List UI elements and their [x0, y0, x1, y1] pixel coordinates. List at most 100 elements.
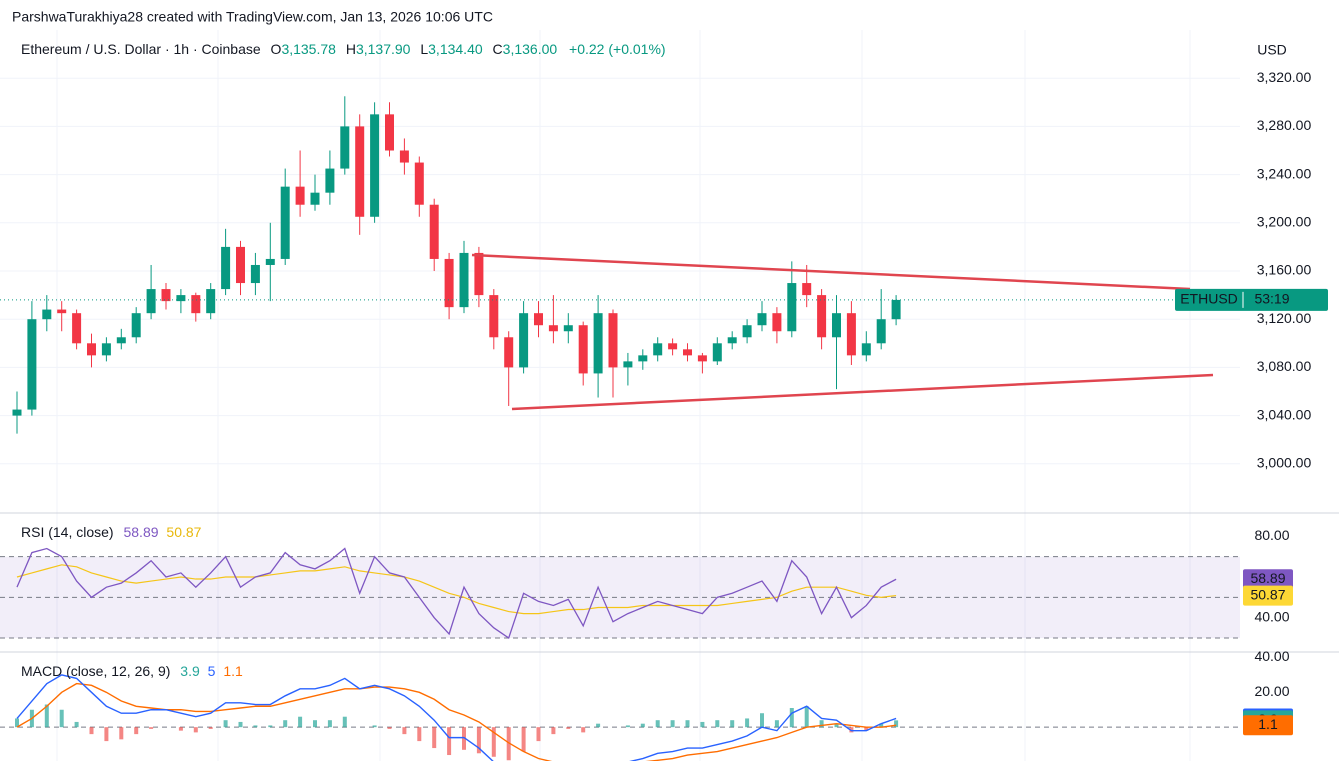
candle-body	[12, 409, 22, 416]
macd-label: MACD (close, 12, 26, 9)	[21, 663, 170, 679]
candle-body	[846, 313, 856, 356]
candle-body	[817, 295, 827, 338]
candle-body	[206, 289, 216, 314]
l-value: 3,134.40	[428, 41, 483, 57]
candle-body	[742, 325, 752, 338]
candle-body	[876, 319, 886, 344]
candle-body	[772, 313, 782, 332]
candle-body	[832, 313, 841, 338]
histogram-bar	[521, 727, 526, 752]
histogram-bar	[685, 720, 690, 728]
rsi-tick-label: 80.00	[1254, 527, 1289, 543]
histogram-bar	[298, 716, 303, 728]
candle-body	[280, 186, 290, 259]
l-key: L	[420, 41, 428, 57]
histogram-bar	[253, 725, 258, 728]
candle-body	[578, 325, 588, 374]
histogram-bar	[119, 727, 124, 740]
watermark: ParshwaTurakhiya28 created with TradingV…	[12, 9, 493, 25]
histogram-bar	[536, 727, 541, 742]
histogram-bar	[640, 723, 645, 728]
countdown: 53:19	[1254, 291, 1289, 307]
signal-value: 1.1	[223, 663, 243, 679]
y-tick-label: 3,160.00	[1257, 262, 1312, 278]
histogram-bar	[655, 720, 660, 728]
histogram-bar	[44, 704, 49, 728]
histogram-bar	[59, 709, 64, 728]
histogram-bar	[268, 725, 273, 728]
candle-body	[399, 150, 409, 163]
y-tick-label: 3,280.00	[1257, 117, 1312, 133]
candle-body	[653, 343, 663, 356]
histogram-bar	[447, 727, 452, 756]
histogram-bar	[313, 720, 317, 728]
candle-body	[176, 295, 186, 302]
symbol-badge: ETHUSD	[1180, 291, 1238, 307]
candle-body	[101, 343, 111, 356]
histogram-bar	[74, 721, 79, 728]
macd-value: 5	[208, 663, 216, 679]
histogram-bar	[879, 723, 884, 728]
candle-body	[534, 313, 543, 326]
candle-body	[414, 162, 424, 205]
value-badge-text: 58.89	[1250, 570, 1285, 586]
histogram-bar	[387, 727, 392, 729]
histogram-bar	[417, 727, 422, 742]
candle-body	[131, 313, 141, 338]
candle-body	[116, 337, 126, 344]
macd-legend: MACD (close, 12, 26, 9) 3.9 5 1.1	[21, 663, 243, 679]
candle-body	[161, 289, 171, 302]
rsi-band	[0, 556, 1240, 638]
candle-body	[683, 349, 692, 356]
candle-body	[72, 313, 82, 344]
h-value: 3,137.90	[356, 41, 411, 57]
histogram-bar	[149, 727, 154, 729]
candle-body	[310, 192, 320, 205]
histogram-bar	[864, 727, 869, 731]
value-badge	[1243, 585, 1293, 606]
histogram-bar	[804, 706, 809, 728]
hist-value: 3.9	[180, 663, 200, 679]
price-pane	[0, 77, 1240, 465]
histogram-bar	[223, 720, 228, 728]
histogram-bar	[134, 727, 139, 735]
histogram-bar	[834, 723, 839, 728]
vertical-grid	[56, 30, 1191, 761]
candle-body	[504, 337, 514, 368]
rsi-value: 58.89	[123, 524, 158, 540]
rsi-line	[16, 547, 897, 640]
candle-body	[236, 246, 245, 284]
candle-body	[429, 204, 439, 259]
candle-body	[563, 325, 573, 332]
macd-tick-label: 40.00	[1254, 648, 1289, 664]
y-tick-label: 3,120.00	[1257, 310, 1312, 326]
candle-body	[459, 252, 469, 308]
candle-body	[891, 299, 901, 320]
y-tick-label: 3,000.00	[1257, 455, 1312, 471]
candle-body	[325, 168, 335, 193]
currency: USD	[1257, 42, 1287, 58]
rsi-pane	[0, 547, 1240, 640]
price-axis: 3,000.00 3,040.00 3,080.00 3,120.00 3,160.00…	[1254, 69, 1311, 699]
candle-body	[221, 246, 231, 290]
value-badge	[1243, 715, 1293, 736]
value-badge-text: 1.1	[1258, 716, 1278, 732]
candle-body	[668, 343, 678, 350]
rsi-tick-label: 40.00	[1254, 608, 1289, 624]
histogram-bar	[193, 727, 198, 733]
candle-body	[250, 264, 260, 284]
histogram-bar	[789, 708, 794, 728]
histogram-bar	[15, 718, 19, 728]
candle-body	[87, 343, 96, 356]
histogram-bar	[596, 723, 601, 728]
legend: Ethereum / U.S. Dollar · 1h · Coinbase O…	[21, 41, 666, 57]
candle-body	[727, 337, 737, 344]
histogram-bar	[283, 720, 288, 728]
histogram-bar	[208, 727, 213, 729]
candle-body	[712, 343, 722, 362]
y-tick-label: 3,320.00	[1257, 69, 1312, 85]
histogram-bar	[894, 720, 899, 728]
candle-body	[370, 114, 380, 217]
histogram-bar	[327, 720, 332, 728]
histogram-bar	[104, 727, 109, 742]
